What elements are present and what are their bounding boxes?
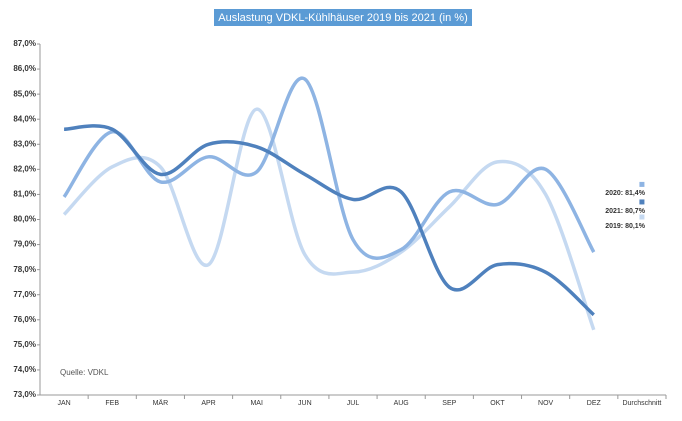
series-line [63,124,595,317]
average-label: 2019: 80,1% [605,223,645,230]
y-tick-label: 73,0% [13,390,36,399]
title-box [214,9,472,26]
x-tick-label: JUN [298,400,312,407]
x-tick-label: NOV [538,400,554,407]
y-tick-label: 78,0% [13,265,36,274]
y-tick-label: 85,0% [13,89,36,98]
average-marker [639,199,645,205]
average-marker [639,214,645,220]
y-tick-label: 81,0% [13,190,36,199]
y-tick-label: 77,0% [13,290,36,299]
x-tick-label: AUG [394,400,409,407]
average-label: 2020: 81,4% [605,190,645,197]
y-tick-label: 79,0% [13,240,36,249]
y-tick-label: 86,0% [13,64,36,73]
x-tick-label: Durchschnitt [622,400,661,407]
y-tick-label: 80,0% [13,215,36,224]
y-tick-label: 84,0% [13,114,36,123]
y-tick-label: 87,0% [13,39,36,48]
average-marker [639,181,645,187]
x-tick-label: APR [201,400,215,407]
x-tick-label: OKT [490,400,505,407]
y-tick-label: 75,0% [13,340,36,349]
y-tick-label: 76,0% [13,315,36,324]
x-tick-label: DEZ [587,400,602,407]
y-tick-label: 82,0% [13,164,36,173]
x-tick-label: MAI [250,400,263,407]
x-tick-label: MÄR [153,399,169,407]
x-tick-label: FEB [105,400,119,407]
y-tick-label: 74,0% [13,365,36,374]
x-tick-label: SEP [442,400,456,407]
chart-title: Auslastung VDKL-Kühlhäuser 2019 bis 2021… [218,12,467,24]
y-tick-label: 83,0% [13,139,36,148]
x-tick-label: JAN [57,400,70,407]
series-line [62,76,596,260]
average-label: 2021: 80,7% [605,208,645,215]
series-line [62,107,596,331]
x-tick-label: JUL [347,400,360,407]
source-note: Quelle: VDKL [60,368,109,377]
